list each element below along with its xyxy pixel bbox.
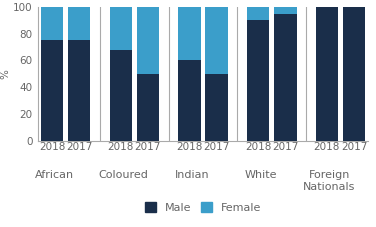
- Bar: [274, 13, 297, 141]
- Bar: [247, 20, 269, 141]
- Bar: [137, 7, 159, 74]
- Bar: [178, 7, 201, 60]
- Bar: [68, 7, 90, 40]
- Bar: [109, 50, 132, 141]
- Bar: [343, 7, 365, 141]
- Bar: [137, 74, 159, 141]
- Bar: [178, 60, 201, 141]
- Bar: [274, 7, 297, 13]
- Bar: [109, 7, 132, 50]
- Bar: [41, 40, 63, 141]
- Text: Indian: Indian: [174, 170, 209, 180]
- Bar: [41, 7, 63, 40]
- Bar: [247, 7, 269, 20]
- Text: White: White: [244, 170, 277, 180]
- Bar: [316, 7, 338, 141]
- Legend: Male, Female: Male, Female: [145, 202, 261, 213]
- Bar: [205, 74, 228, 141]
- Bar: [205, 7, 228, 74]
- Text: Coloured: Coloured: [98, 170, 148, 180]
- Y-axis label: %: %: [0, 69, 10, 79]
- Text: African: African: [35, 170, 74, 180]
- Text: Foreign
Nationals: Foreign Nationals: [303, 170, 355, 192]
- Bar: [68, 40, 90, 141]
